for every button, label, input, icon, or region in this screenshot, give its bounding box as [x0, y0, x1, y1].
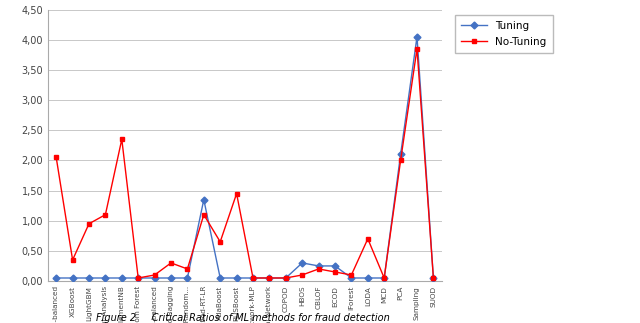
Tuning [233, 276, 241, 280]
Line: Tuning: Tuning [54, 34, 436, 280]
No-Tuning [315, 267, 323, 271]
Tuning [429, 276, 437, 280]
No-Tuning [167, 261, 175, 265]
No-Tuning [249, 276, 257, 280]
No-Tuning [282, 276, 290, 280]
No-Tuning [68, 258, 76, 262]
Tuning [331, 264, 339, 268]
No-Tuning [216, 240, 224, 244]
No-Tuning [233, 192, 241, 195]
Tuning [315, 264, 323, 268]
No-Tuning [397, 159, 404, 162]
No-Tuning [348, 273, 355, 277]
No-Tuning [266, 276, 273, 280]
Tuning [118, 276, 125, 280]
No-Tuning [200, 213, 207, 217]
Tuning [380, 276, 388, 280]
Tuning [348, 276, 355, 280]
Tuning [397, 152, 404, 156]
Tuning [216, 276, 224, 280]
Tuning [68, 276, 76, 280]
Tuning [249, 276, 257, 280]
Tuning [52, 276, 60, 280]
Tuning [151, 276, 159, 280]
Tuning [85, 276, 93, 280]
No-Tuning [429, 276, 437, 280]
No-Tuning [298, 273, 306, 277]
No-Tuning [184, 267, 191, 271]
No-Tuning [85, 222, 93, 226]
No-Tuning [380, 276, 388, 280]
No-Tuning [102, 213, 109, 217]
Tuning [266, 276, 273, 280]
Line: No-Tuning: No-Tuning [54, 47, 436, 280]
Text: Figure 2     Critical Ratios of ML methods for fraud detection: Figure 2 Critical Ratios of ML methods f… [97, 313, 390, 323]
Tuning [184, 276, 191, 280]
No-Tuning [413, 47, 421, 51]
Tuning [200, 198, 207, 202]
Tuning [282, 276, 290, 280]
Tuning [167, 276, 175, 280]
No-Tuning [52, 155, 60, 159]
Tuning [413, 35, 421, 39]
Legend: Tuning, No-Tuning: Tuning, No-Tuning [454, 15, 553, 53]
No-Tuning [151, 273, 159, 277]
Tuning [102, 276, 109, 280]
No-Tuning [364, 237, 372, 241]
Tuning [134, 276, 142, 280]
No-Tuning [118, 137, 125, 141]
No-Tuning [331, 270, 339, 274]
Tuning [364, 276, 372, 280]
No-Tuning [134, 276, 142, 280]
Tuning [298, 261, 306, 265]
